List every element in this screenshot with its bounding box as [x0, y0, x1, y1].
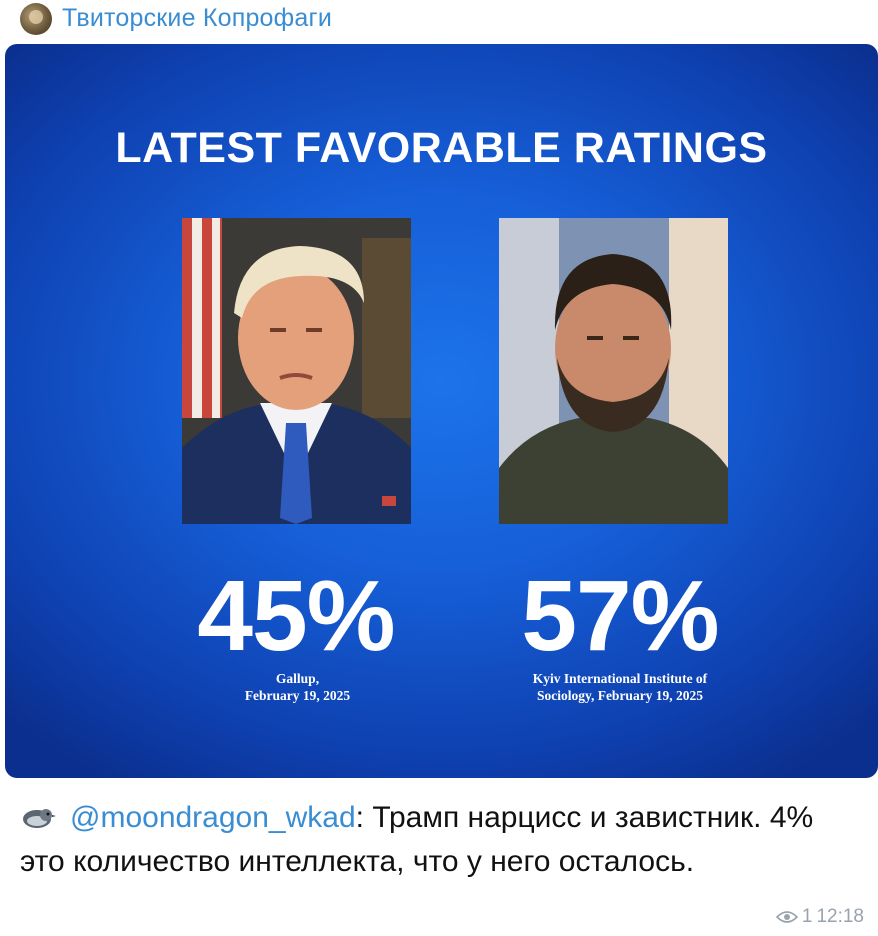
channel-name[interactable]: Твиторские Копрофаги	[62, 4, 333, 32]
right-percent: 57%	[521, 560, 719, 672]
bird-icon	[23, 809, 56, 828]
left-source-line2: February 19, 2025	[244, 688, 351, 703]
right-portrait-photo	[499, 218, 728, 524]
channel-avatar[interactable]	[20, 3, 52, 35]
eye-icon	[775, 911, 798, 923]
comment-body: Трамп нарцисс и завистник. 4% это количе…	[20, 801, 814, 878]
left-percent: 45%	[197, 560, 395, 672]
views-count: 1	[801, 906, 813, 927]
channel-header: Твиторские Копрофаги	[0, 0, 878, 40]
post-image[interactable]: LATEST FAVORABLE RATINGS	[5, 44, 878, 778]
right-source-line1: Kyiv International Institute of	[532, 671, 708, 686]
right-source-line2: Sociology, February 19, 2025	[536, 688, 704, 703]
post-meta: 1 12:18	[775, 906, 864, 928]
comment-separator: :	[355, 801, 364, 834]
post-time: 12:18	[816, 906, 864, 927]
left-source-line1: Gallup,	[275, 671, 320, 686]
comment-author[interactable]: @moondragon_wkad	[70, 801, 356, 834]
left-portrait-photo	[182, 218, 411, 524]
headline: LATEST FAVORABLE RATINGS	[115, 124, 768, 172]
left-source: Gallup, February 19, 2025	[175, 670, 420, 704]
right-source: Kyiv International Institute of Sociolog…	[475, 670, 765, 704]
comment-text: @moondragon_wkad: Трамп нарцисс и завист…	[20, 796, 850, 884]
